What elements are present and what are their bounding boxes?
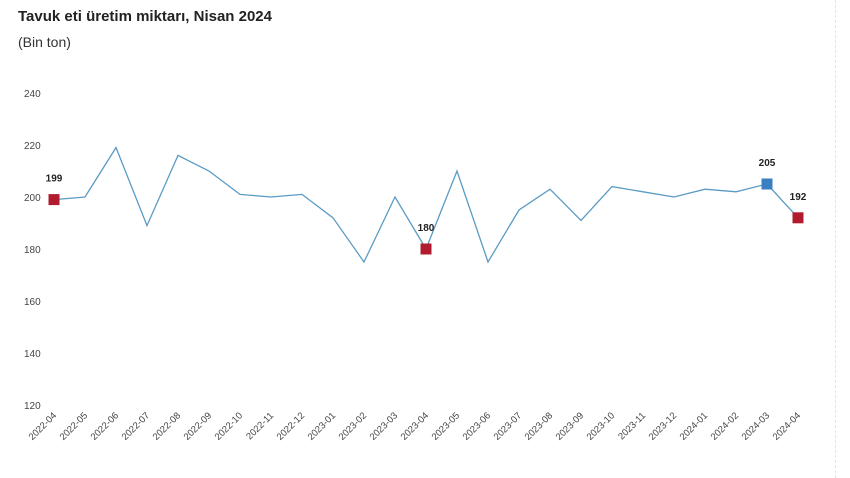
x-tick-label: 2022-11 [244,410,276,442]
x-tick-label: 2024-04 [771,410,803,442]
x-tick-label: 2023-03 [368,410,400,442]
y-tick-label: 120 [24,401,41,412]
x-tick-label: 2022-08 [151,410,183,442]
x-axis-ticks: 2022-042022-052022-062022-072022-082022-… [27,410,803,442]
data-point-marker [761,178,773,190]
panel-divider [835,0,837,478]
x-tick-label: 2023-06 [461,410,493,442]
y-tick-label: 220 [24,141,41,152]
chart-title: Tavuk eti üretim miktarı, Nisan 2024 [18,8,272,25]
data-label: 192 [790,192,807,203]
y-tick-label: 140 [24,349,41,360]
x-tick-label: 2022-10 [213,410,245,442]
x-tick-label: 2023-07 [492,410,524,442]
x-tick-label: 2023-08 [523,410,555,442]
x-tick-label: 2023-12 [647,410,679,442]
x-tick-label: 2022-05 [58,410,90,442]
x-tick-label: 2022-07 [120,410,152,442]
x-tick-label: 2023-04 [399,410,431,442]
x-tick-label: 2024-03 [740,410,772,442]
x-tick-label: 2022-04 [27,410,59,442]
x-tick-label: 2022-09 [182,410,214,442]
data-point-marker [48,194,60,206]
highlight-markers: 199 180 205 192 [46,158,807,255]
x-tick-label: 2024-02 [709,410,741,442]
chart-subtitle: (Bin ton) [18,34,71,50]
data-point-marker [420,243,432,255]
x-tick-label: 2023-02 [337,410,369,442]
data-point-marker [792,212,804,224]
x-tick-label: 2023-09 [554,410,586,442]
x-tick-label: 2023-05 [430,410,462,442]
x-tick-label: 2022-06 [89,410,121,442]
y-tick-label: 240 [24,89,41,100]
y-tick-label: 180 [24,245,41,256]
data-label: 199 [46,174,63,185]
x-tick-label: 2023-10 [585,410,617,442]
x-tick-label: 2022-12 [275,410,307,442]
y-tick-label: 200 [24,193,41,204]
y-axis-ticks: 120 140 160 180 200 220 240 [24,89,41,412]
x-tick-label: 2023-11 [616,410,648,442]
x-tick-label: 2023-01 [306,410,338,442]
data-label: 180 [418,223,435,234]
data-label: 205 [759,158,776,169]
x-tick-label: 2024-01 [678,410,710,442]
y-tick-label: 160 [24,297,41,308]
